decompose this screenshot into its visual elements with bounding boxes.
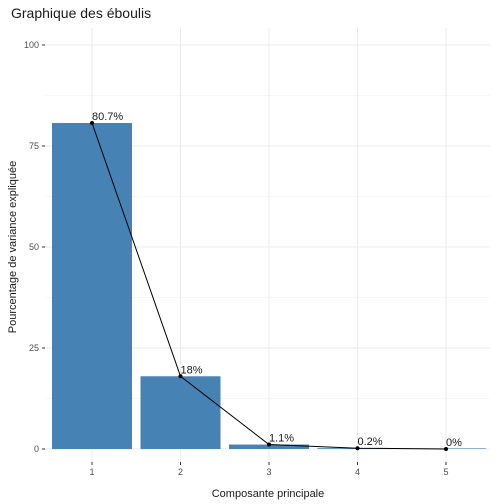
x-tick-label: 1 [89,467,94,477]
data-label-3: 1.1% [269,433,294,445]
x-tick-label: 4 [355,467,360,477]
data-label-2: 18% [181,364,203,376]
y-axis-title: Pourcentage de variance expliquée [7,161,19,333]
data-label-4: 0.2% [358,436,383,448]
x-tick-label: 2 [178,467,183,477]
point-1 [90,120,94,125]
x-axis-ticks: 1 2 3 4 5 [89,462,449,477]
bars [52,122,486,450]
chart-title: Graphique des éboulis [11,5,151,21]
point-3 [267,442,271,447]
y-axis-ticks: 0 25 50 75 100 [24,40,45,454]
point-4 [355,446,360,451]
y-tick-label: 75 [29,141,39,151]
data-labels: 80.7% 18% 1.1% 0.2% 0% [92,111,462,449]
x-tick-label: 5 [443,467,448,477]
bar-1 [52,122,132,450]
data-label-5: 0% [446,437,462,449]
x-tick-label: 3 [266,467,271,477]
bar-3 [229,444,309,449]
y-tick-label: 100 [24,40,39,50]
y-tick-label: 25 [29,343,39,353]
bar-2 [140,376,221,449]
y-tick-label: 0 [34,444,39,454]
x-axis-title: Composante principale [212,488,325,500]
data-label-1: 80.7% [92,111,123,123]
variance-line [90,120,448,451]
point-2 [178,374,183,379]
y-tick-label: 50 [29,242,39,252]
point-5 [444,447,448,451]
